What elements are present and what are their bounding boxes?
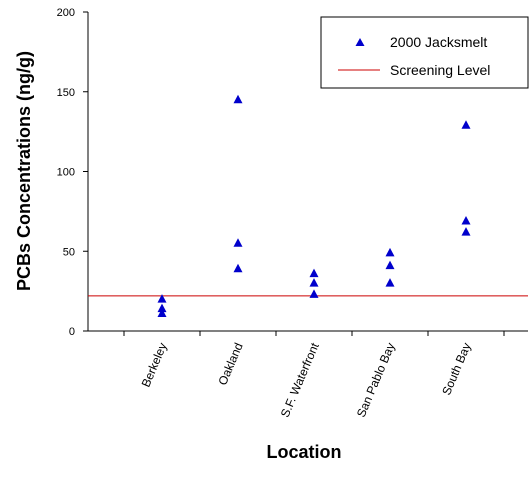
data-point (385, 278, 395, 287)
x-tick-label: S.F. Waterfront (278, 340, 322, 419)
x-tick-label: South Bay (439, 341, 474, 397)
data-point (157, 303, 167, 313)
data-point (385, 247, 395, 257)
y-tick-label: 50 (63, 246, 75, 258)
data-point (309, 289, 319, 298)
data-point (233, 94, 243, 104)
y-tick-label: 0 (69, 326, 75, 338)
x-axis-title: Location (267, 442, 342, 462)
legend-marker-triangle-icon (355, 38, 365, 46)
data-point (157, 308, 167, 317)
data-point (461, 227, 471, 236)
data-point (157, 294, 167, 303)
data-point (461, 215, 471, 225)
data-point (233, 238, 243, 247)
data-point (385, 260, 395, 270)
x-tick-label: Berkeley (139, 341, 170, 389)
y-tick-label: 100 (57, 167, 75, 179)
x-tick-label: Oakland (215, 341, 245, 388)
data-point (233, 263, 243, 273)
data-point (461, 120, 471, 129)
data-point (309, 278, 319, 287)
legend-label-screening: Screening Level (390, 62, 490, 78)
x-tick-label: San Pablo Bay (354, 341, 398, 420)
legend-box (320, 16, 529, 89)
y-axis-title: PCBs Concentrations (ng/g) (14, 51, 34, 291)
y-axis: 0 50 100 150 200 (57, 7, 89, 338)
legend: 2000 Jacksmelt Screening Level (320, 16, 529, 89)
plot-area (88, 94, 528, 317)
x-axis: Berkeley Oakland S.F. Waterfront San Pablo … (88, 330, 528, 420)
legend-label-series: 2000 Jacksmelt (390, 34, 487, 50)
y-tick-label: 200 (57, 7, 75, 19)
data-point (309, 268, 319, 278)
y-tick-label: 150 (57, 87, 75, 99)
